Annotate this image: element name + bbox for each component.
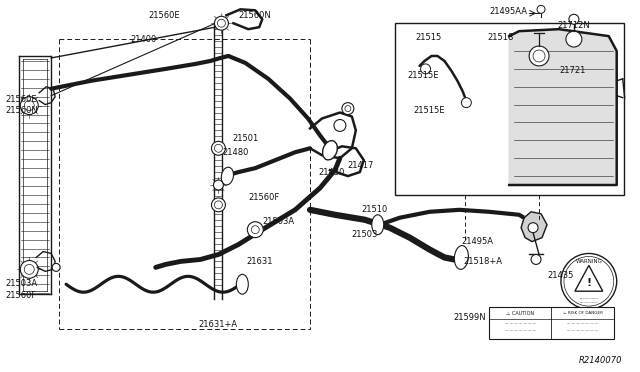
- Text: !: !: [586, 278, 591, 288]
- Text: 21510: 21510: [362, 205, 388, 214]
- Text: 21480: 21480: [223, 148, 249, 157]
- Polygon shape: [521, 212, 547, 241]
- Bar: [395, 23, 623, 195]
- Circle shape: [214, 16, 228, 30]
- Circle shape: [569, 14, 579, 24]
- Text: 21712N: 21712N: [557, 21, 589, 30]
- Text: 21515E: 21515E: [408, 71, 439, 80]
- Text: ___________: ___________: [579, 295, 598, 299]
- Ellipse shape: [236, 274, 248, 294]
- Text: 21518: 21518: [487, 33, 514, 42]
- Text: 21501: 21501: [232, 134, 259, 143]
- Text: ⚠ RISK OF DANGER: ⚠ RISK OF DANGER: [563, 311, 603, 315]
- Circle shape: [342, 103, 354, 115]
- Polygon shape: [509, 29, 617, 185]
- Text: — — — — — — —: — — — — — — —: [505, 328, 536, 332]
- Ellipse shape: [221, 167, 234, 185]
- Text: 21631: 21631: [246, 257, 273, 266]
- Text: 21503A: 21503A: [5, 279, 38, 288]
- Text: 21599N: 21599N: [453, 312, 486, 321]
- Circle shape: [531, 254, 541, 264]
- Circle shape: [218, 19, 225, 27]
- Circle shape: [247, 222, 263, 238]
- Ellipse shape: [323, 141, 337, 160]
- Circle shape: [214, 201, 223, 209]
- Text: WARNING: WARNING: [575, 259, 602, 264]
- Circle shape: [252, 226, 259, 234]
- Circle shape: [537, 5, 545, 13]
- Text: 21400: 21400: [131, 35, 157, 44]
- Text: 21560N: 21560N: [5, 106, 38, 115]
- Circle shape: [214, 144, 223, 152]
- Ellipse shape: [372, 215, 384, 235]
- Text: 21503A: 21503A: [262, 217, 294, 226]
- Bar: [489, 307, 614, 339]
- Text: — — — — — — —: — — — — — — —: [567, 328, 598, 332]
- Text: — — — — — — —: — — — — — — —: [567, 321, 598, 325]
- Circle shape: [334, 119, 346, 131]
- Text: 21435: 21435: [547, 271, 573, 280]
- Text: 21503: 21503: [352, 230, 378, 239]
- Text: 21560E: 21560E: [148, 11, 180, 20]
- Circle shape: [20, 97, 38, 115]
- Text: ⚠ CAUTION: ⚠ CAUTION: [506, 311, 534, 315]
- Circle shape: [24, 101, 35, 110]
- Polygon shape: [328, 146, 364, 176]
- Ellipse shape: [454, 246, 468, 269]
- Text: 21518+A: 21518+A: [463, 257, 502, 266]
- Text: 21560F: 21560F: [248, 193, 280, 202]
- Text: 21495AA: 21495AA: [489, 7, 527, 16]
- Circle shape: [461, 98, 471, 108]
- Circle shape: [214, 180, 223, 190]
- Text: 21560E: 21560E: [5, 95, 37, 104]
- Circle shape: [529, 46, 549, 66]
- Circle shape: [528, 223, 538, 232]
- Text: 21721: 21721: [559, 66, 586, 76]
- Circle shape: [564, 256, 614, 306]
- Circle shape: [533, 50, 545, 62]
- Circle shape: [24, 264, 35, 274]
- Text: — — — — — — —: — — — — — — —: [505, 321, 536, 325]
- Text: 21495A: 21495A: [461, 237, 493, 246]
- Circle shape: [420, 64, 431, 74]
- Circle shape: [52, 263, 60, 271]
- Text: 21430: 21430: [318, 168, 344, 177]
- Circle shape: [20, 260, 38, 278]
- Circle shape: [211, 141, 225, 155]
- Text: 21560F: 21560F: [5, 291, 36, 300]
- Text: ___________: ___________: [579, 299, 598, 303]
- Circle shape: [211, 198, 225, 212]
- Text: R2140070: R2140070: [579, 356, 622, 365]
- Text: 21631+A: 21631+A: [198, 320, 237, 330]
- Text: 21417: 21417: [348, 161, 374, 170]
- Text: 21515: 21515: [415, 33, 442, 42]
- Circle shape: [561, 253, 617, 309]
- Text: 21560N: 21560N: [238, 11, 271, 20]
- Circle shape: [566, 31, 582, 47]
- Circle shape: [345, 106, 351, 112]
- Polygon shape: [310, 113, 356, 158]
- Text: 21515E: 21515E: [413, 106, 445, 115]
